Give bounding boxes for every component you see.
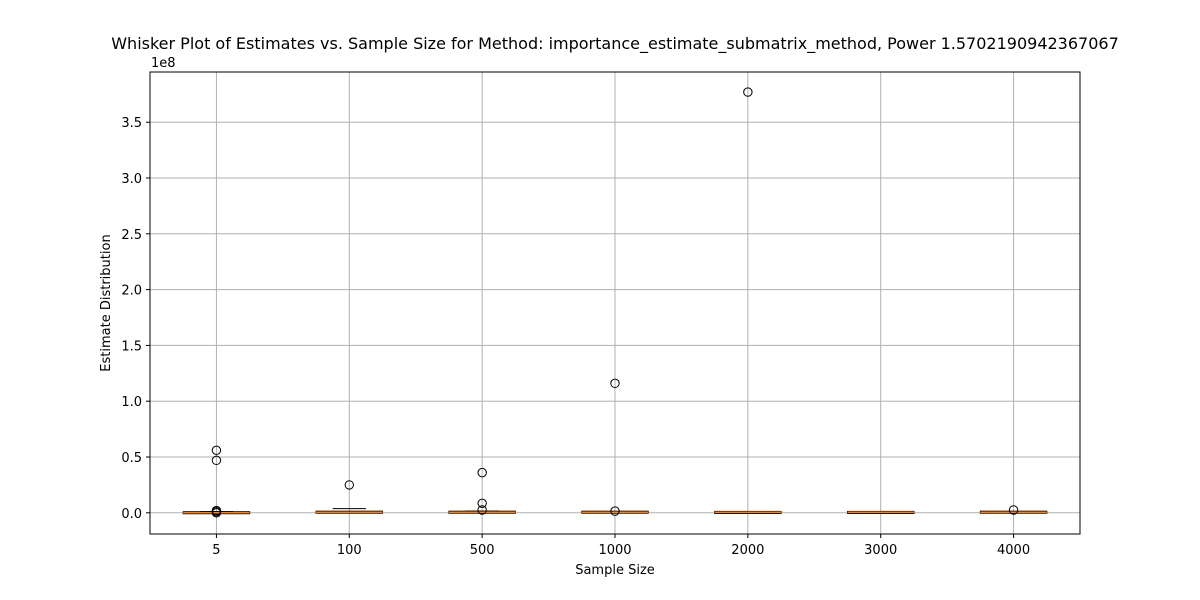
box-layer <box>182 87 1048 518</box>
outlier-point <box>211 455 222 466</box>
outlier-point <box>1008 505 1019 515</box>
y-tick-label: 0.0 <box>121 507 142 522</box>
box-2000 <box>714 87 782 514</box>
y-tick-label: 1.5 <box>121 339 142 354</box>
outlier-point <box>477 498 487 509</box>
outlier-point <box>610 506 620 516</box>
outlier-point <box>344 480 354 490</box>
x-tick-label: 5 <box>212 543 220 558</box>
outlier-point <box>211 445 222 456</box>
y-offset-label: 1e8 <box>151 56 176 71</box>
x-tick-label: 500 <box>470 543 495 558</box>
outlier-point <box>211 508 222 518</box>
box-5 <box>182 445 251 518</box>
grid-layer <box>150 72 1080 534</box>
x-tick-label: 3000 <box>864 543 897 558</box>
chart-title: Whisker Plot of Estimates vs. Sample Siz… <box>111 34 1119 54</box>
x-tick-label: 1000 <box>598 543 631 558</box>
plot-frame <box>149 71 1081 535</box>
y-tick-label: 3.0 <box>121 172 142 187</box>
outlier-point <box>743 87 753 97</box>
y-tick-label: 0.5 <box>121 451 142 466</box>
x-tick-label: 4000 <box>997 543 1030 558</box>
y-axis-label: Estimate Distribution <box>99 234 114 371</box>
y-tick-label: 2.0 <box>121 284 142 299</box>
box-500 <box>448 467 516 515</box>
box-100 <box>315 480 384 514</box>
x-tick-label: 2000 <box>731 543 764 558</box>
x-axis-label: Sample Size <box>575 563 655 578</box>
box-4000 <box>979 505 1048 515</box>
y-tick-label: 2.5 <box>121 228 142 243</box>
x-tick-label: 100 <box>337 543 362 558</box>
outlier-point <box>610 378 620 389</box>
outlier-point <box>477 467 487 478</box>
outlier-point <box>477 505 487 515</box>
box-3000 <box>847 510 915 514</box>
y-tick-label: 3.5 <box>121 116 142 131</box>
y-tick-label: 1.0 <box>121 395 142 410</box>
box-1000 <box>581 378 649 516</box>
tick-layer: 0.0 0.5 1.0 1.5 2.0 2.5 3.0 3.5 5 100 500 1000 2000 3… <box>121 116 1030 558</box>
